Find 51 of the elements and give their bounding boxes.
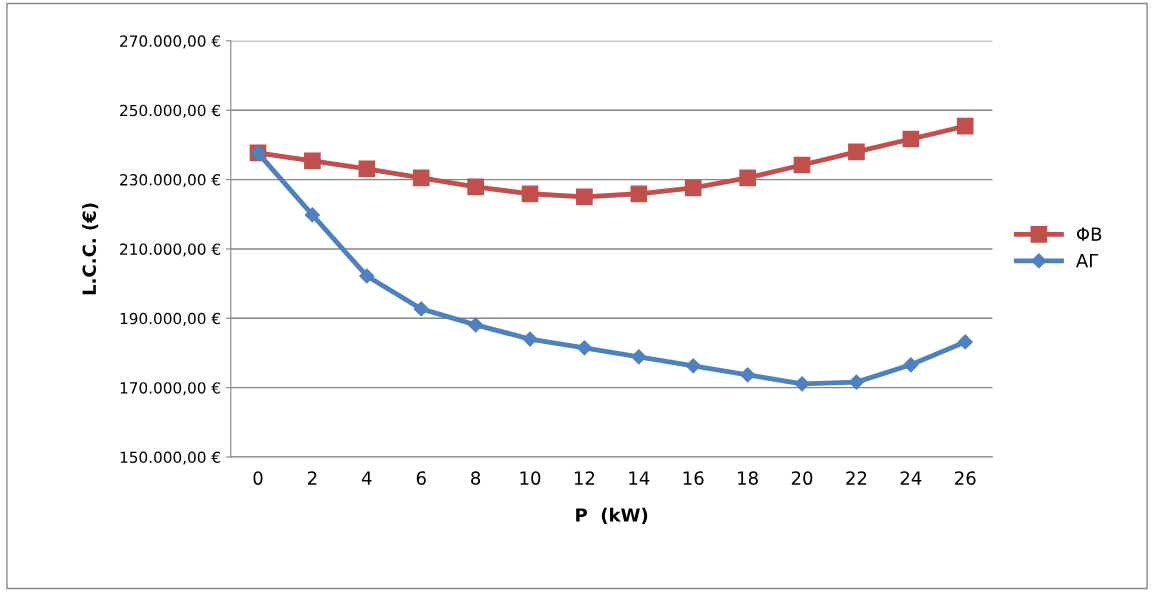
point (631, 349, 647, 365)
x-axis-title: P (kW) (576, 507, 648, 524)
point (794, 376, 810, 392)
point (630, 185, 648, 203)
point (902, 130, 920, 148)
y-tick-label: 150.000,00 € (120, 451, 221, 465)
legend-label: ΑΓ (1076, 254, 1099, 268)
x-tick-label: 4 (361, 471, 372, 485)
point (685, 358, 701, 374)
y-tick-label: 190.000,00 € (120, 312, 221, 326)
x-tick-label: 24 (900, 471, 922, 485)
x-tick-label: 0 (253, 471, 263, 485)
y-tick-label: 250.000,00 € (120, 104, 221, 118)
y-axis-title: L.C.C. (€) (82, 203, 99, 295)
x-tick-label: 10 (520, 471, 541, 485)
point (358, 160, 376, 178)
x-tick-label: 2 (307, 471, 317, 485)
point (848, 143, 865, 161)
point (848, 374, 865, 390)
point (957, 334, 973, 350)
point (468, 317, 484, 333)
point (739, 169, 756, 187)
x-tick-label: 18 (738, 471, 758, 485)
point (413, 301, 429, 317)
x-tick-label: 20 (791, 471, 813, 485)
point (793, 156, 811, 174)
y-tick-label: 230.000,00 € (120, 174, 221, 188)
point (740, 367, 756, 383)
y-tick-label: 170.000,00 € (120, 382, 221, 396)
point (576, 188, 593, 206)
x-tick-label: 14 (629, 471, 650, 485)
x-tick-label: 22 (846, 471, 867, 485)
y-tick-label: 270.000,00 € (120, 35, 221, 49)
point (956, 117, 974, 135)
x-tick-label: 6 (416, 471, 426, 485)
x-tick-label: 12 (574, 471, 595, 485)
point (412, 169, 430, 187)
point (304, 152, 321, 170)
y-tick-label: 210.000,00 € (120, 243, 221, 257)
point (684, 179, 702, 197)
legend-label: ΦΒ (1076, 227, 1102, 241)
x-tick-label: 26 (955, 471, 976, 485)
point (359, 268, 375, 284)
point (521, 185, 539, 203)
point (304, 207, 320, 223)
point (467, 178, 484, 196)
x-tick-label: 16 (683, 471, 704, 485)
x-tick-label: 8 (471, 471, 481, 485)
point (903, 357, 919, 373)
point (522, 331, 538, 347)
point (576, 340, 592, 356)
